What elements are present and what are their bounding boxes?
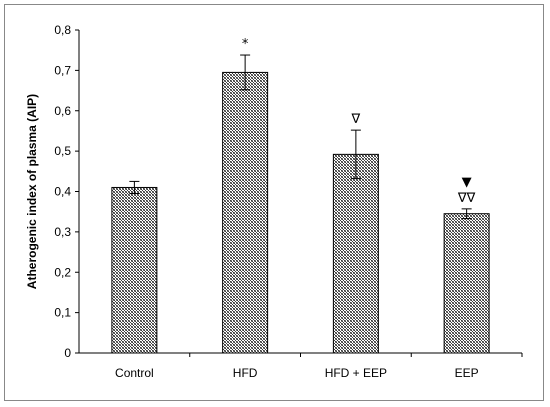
x-tick-label: Control xyxy=(115,366,154,380)
y-axis-title: Atherogenic index of plasma (AIP) xyxy=(25,94,39,289)
y-tick-label: 0,2 xyxy=(54,265,71,279)
bar-hfd-eep xyxy=(332,153,379,354)
y-tick-label: 0,4 xyxy=(54,185,71,199)
y-tick-label: 0,7 xyxy=(54,63,71,77)
y-tick-label: 0 xyxy=(64,346,71,360)
y-tick-label: 0,5 xyxy=(54,144,71,158)
x-tick-label: EEP xyxy=(455,366,479,380)
y-tick-label: 0,1 xyxy=(54,306,71,320)
significance-marker: ∇∇ xyxy=(457,191,476,206)
significance-marker: ▼ xyxy=(462,175,472,190)
y-tick-label: 0,3 xyxy=(54,225,71,239)
bar-hfd xyxy=(222,71,269,354)
y-tick-label: 0,8 xyxy=(54,23,71,37)
significance-marker: ∇ xyxy=(351,112,361,127)
bar-control xyxy=(111,186,158,354)
x-tick-label: HFD xyxy=(233,366,258,380)
significance-marker: * xyxy=(242,37,249,52)
x-tick-label: HFD + EEP xyxy=(325,366,387,380)
bar-eep xyxy=(443,213,490,354)
y-tick-label: 0,6 xyxy=(54,104,71,118)
